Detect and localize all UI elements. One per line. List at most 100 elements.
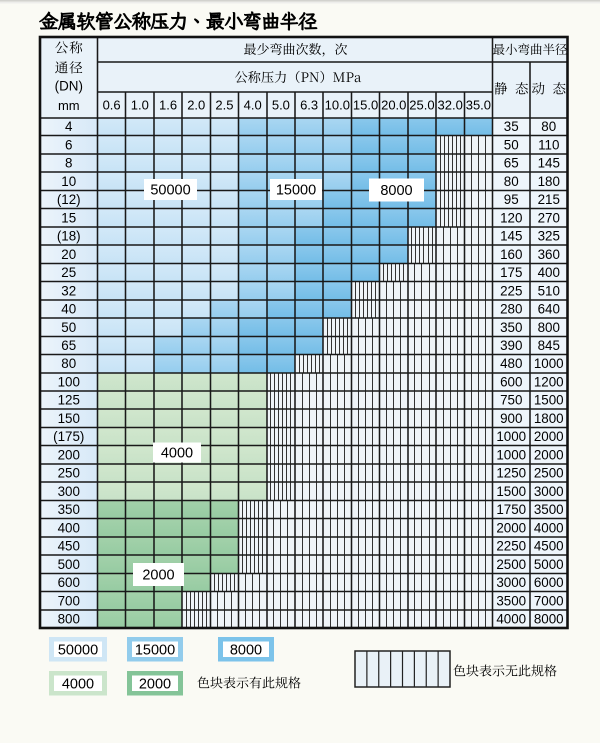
- svg-text:15.0: 15.0: [353, 98, 378, 113]
- svg-text:20: 20: [61, 247, 76, 262]
- svg-text:4.0: 4.0: [244, 98, 262, 113]
- svg-text:1.0: 1.0: [131, 98, 149, 113]
- svg-text:40: 40: [61, 302, 76, 317]
- svg-text:mm: mm: [58, 98, 80, 113]
- svg-text:350: 350: [58, 502, 80, 517]
- svg-text:25: 25: [61, 265, 76, 280]
- svg-text:510: 510: [538, 283, 560, 298]
- svg-text:0.6: 0.6: [103, 98, 121, 113]
- svg-text:3000: 3000: [534, 484, 564, 499]
- svg-text:50: 50: [61, 320, 76, 335]
- svg-text:1500: 1500: [534, 393, 564, 408]
- svg-text:35.0: 35.0: [466, 98, 491, 113]
- svg-text:175: 175: [500, 265, 522, 280]
- svg-text:800: 800: [58, 611, 80, 626]
- svg-text:8: 8: [65, 156, 72, 171]
- svg-text:10: 10: [61, 174, 76, 189]
- svg-text:3500: 3500: [534, 502, 564, 517]
- svg-text:25.0: 25.0: [409, 98, 434, 113]
- svg-text:6.3: 6.3: [300, 98, 318, 113]
- svg-text:480: 480: [500, 356, 522, 371]
- svg-text:20.0: 20.0: [381, 98, 406, 113]
- svg-text:125: 125: [58, 393, 80, 408]
- svg-text:500: 500: [58, 557, 80, 572]
- svg-text:100: 100: [58, 374, 80, 389]
- svg-text:8000: 8000: [534, 611, 564, 626]
- svg-text:1.6: 1.6: [159, 98, 177, 113]
- svg-text:120: 120: [500, 210, 522, 225]
- svg-text:2000: 2000: [534, 429, 564, 444]
- svg-text:6000: 6000: [534, 575, 564, 590]
- svg-text:4000: 4000: [62, 676, 94, 692]
- svg-text:360: 360: [538, 247, 560, 262]
- svg-text:700: 700: [58, 593, 80, 608]
- svg-text:7000: 7000: [534, 593, 564, 608]
- svg-text:15000: 15000: [135, 642, 175, 658]
- svg-text:50000: 50000: [150, 183, 190, 199]
- svg-text:845: 845: [538, 338, 560, 353]
- svg-text:50000: 50000: [58, 642, 98, 658]
- svg-text:15: 15: [61, 210, 76, 225]
- svg-text:80: 80: [504, 174, 519, 189]
- svg-text:4000: 4000: [534, 520, 564, 535]
- svg-text:800: 800: [538, 320, 560, 335]
- svg-text:600: 600: [500, 374, 522, 389]
- svg-text:32: 32: [61, 283, 76, 298]
- svg-text:400: 400: [538, 265, 560, 280]
- svg-text:270: 270: [538, 210, 560, 225]
- svg-text:15000: 15000: [276, 183, 316, 199]
- svg-text:80: 80: [61, 356, 76, 371]
- svg-text:450: 450: [58, 539, 80, 554]
- svg-text:2.0: 2.0: [187, 98, 205, 113]
- svg-text:6: 6: [65, 137, 72, 152]
- svg-text:4000: 4000: [496, 611, 526, 626]
- svg-text:4000: 4000: [161, 446, 193, 462]
- svg-text:8000: 8000: [380, 183, 412, 199]
- svg-text:640: 640: [538, 302, 560, 317]
- svg-text:1750: 1750: [496, 502, 526, 517]
- svg-text:95: 95: [504, 192, 519, 207]
- svg-text:2500: 2500: [534, 466, 564, 481]
- svg-text:4500: 4500: [534, 539, 564, 554]
- svg-text:3000: 3000: [496, 575, 526, 590]
- svg-text:180: 180: [538, 174, 560, 189]
- svg-text:65: 65: [504, 156, 519, 171]
- svg-text:2500: 2500: [496, 557, 526, 572]
- svg-text:900: 900: [500, 411, 522, 426]
- svg-text:215: 215: [538, 192, 560, 207]
- svg-text:110: 110: [538, 137, 559, 152]
- svg-text:325: 325: [538, 229, 560, 244]
- svg-text:65: 65: [61, 338, 76, 353]
- svg-text:350: 350: [500, 320, 522, 335]
- svg-text:5.0: 5.0: [272, 98, 290, 113]
- svg-text:280: 280: [500, 302, 522, 317]
- svg-text:2000: 2000: [496, 520, 526, 535]
- svg-text:145: 145: [500, 229, 522, 244]
- svg-text:8000: 8000: [230, 642, 262, 658]
- svg-text:300: 300: [58, 484, 80, 499]
- svg-text:750: 750: [500, 393, 522, 408]
- svg-text:2000: 2000: [534, 447, 564, 462]
- svg-text:390: 390: [500, 338, 522, 353]
- svg-text:2.5: 2.5: [215, 98, 233, 113]
- svg-text:1200: 1200: [534, 374, 564, 389]
- svg-text:(175): (175): [53, 429, 84, 444]
- svg-text:1500: 1500: [496, 484, 526, 499]
- svg-text:1000: 1000: [496, 447, 526, 462]
- svg-text:150: 150: [58, 411, 80, 426]
- svg-text:10.0: 10.0: [325, 98, 350, 113]
- svg-text:200: 200: [58, 447, 80, 462]
- svg-text:160: 160: [500, 247, 522, 262]
- svg-text:(DN): (DN): [55, 79, 83, 94]
- svg-text:2000: 2000: [142, 568, 174, 584]
- svg-text:145: 145: [538, 156, 560, 171]
- svg-text:5000: 5000: [534, 557, 564, 572]
- svg-text:50: 50: [504, 137, 519, 152]
- svg-text:(12): (12): [57, 192, 81, 207]
- svg-text:600: 600: [58, 575, 80, 590]
- svg-text:2000: 2000: [139, 676, 171, 692]
- svg-text:(18): (18): [57, 229, 81, 244]
- svg-text:1000: 1000: [496, 429, 526, 444]
- svg-text:250: 250: [58, 466, 80, 481]
- svg-text:1000: 1000: [534, 356, 564, 371]
